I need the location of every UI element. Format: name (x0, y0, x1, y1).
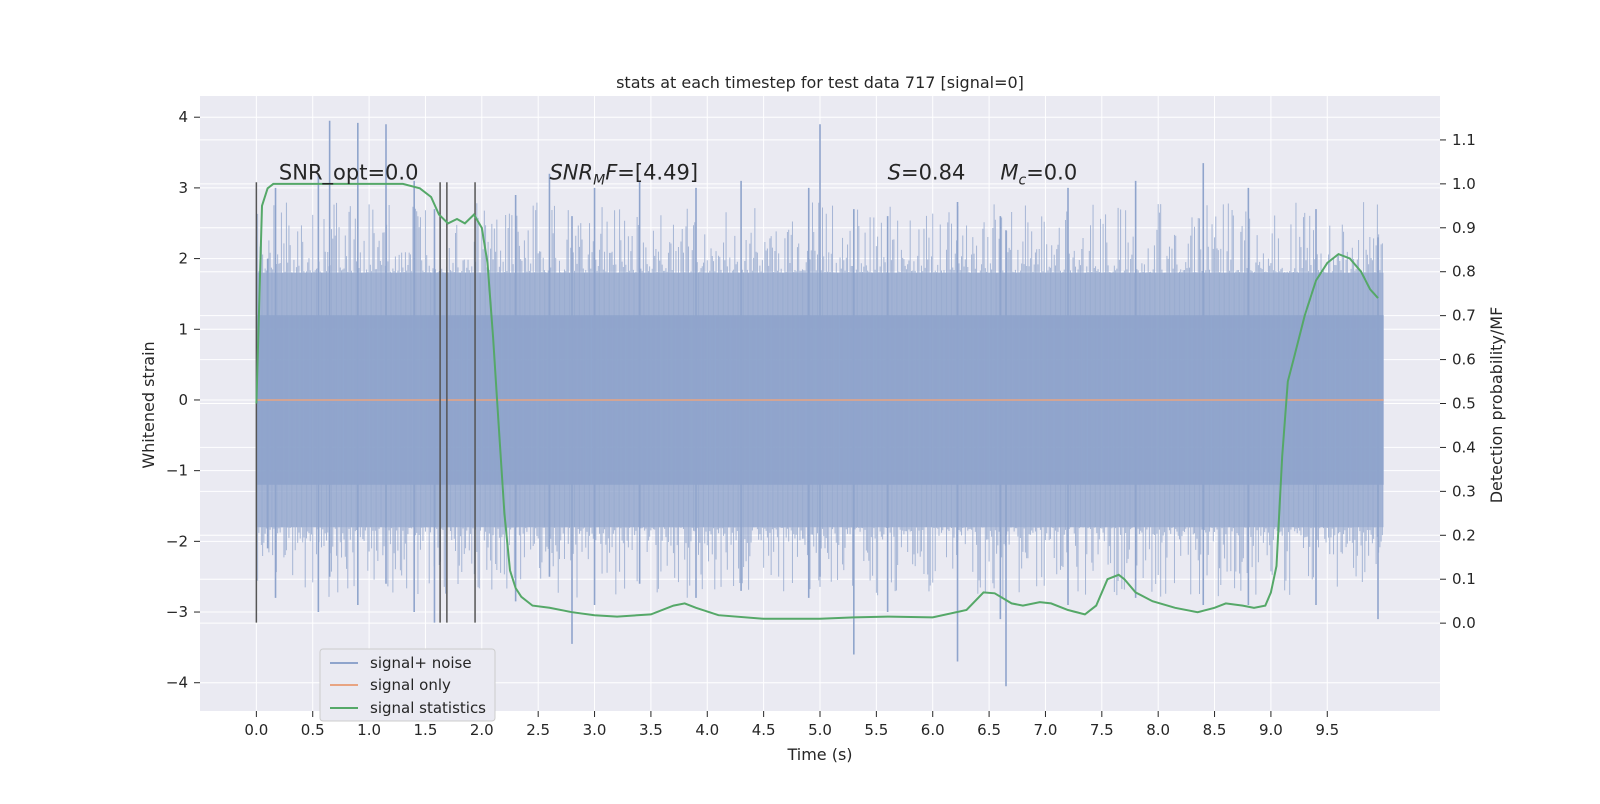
annotation-snr-opt: SNR_opt=0.0 (279, 160, 419, 185)
y-tick-label: −3 (166, 603, 188, 621)
y2-tick-label: 0.0 (1452, 614, 1476, 632)
x-tick-label: 6.5 (977, 721, 1001, 739)
y-tick-label: 3 (178, 179, 188, 197)
annotation-snr-mf: SNRMF=[4.49] (549, 160, 698, 188)
x-tick-label: 8.0 (1146, 721, 1170, 739)
y2-tick-label: 0.1 (1452, 570, 1476, 588)
y-tick-label: 1 (178, 320, 188, 338)
x-tick-label: 7.5 (1090, 721, 1114, 739)
x-tick-label: 4.0 (695, 721, 719, 739)
y2-tick-label: 0.8 (1452, 263, 1476, 281)
x-tick-label: 2.0 (470, 721, 494, 739)
y-tick-label: 4 (178, 108, 188, 126)
x-tick-label: 9.5 (1315, 721, 1339, 739)
y2-tick-label: 0.2 (1452, 526, 1476, 544)
y2-tick-label: 1.0 (1452, 175, 1476, 193)
y-axis-label: Whitened strain (139, 341, 158, 468)
x-tick-label: 8.5 (1203, 721, 1227, 739)
legend-label-stat: signal statistics (370, 699, 486, 717)
y2-tick-label: 0.7 (1452, 307, 1476, 325)
y2-axis-label: Detection probability/MF (1487, 307, 1506, 504)
y-tick-label: −1 (166, 462, 188, 480)
y2-tick-label: 0.9 (1452, 219, 1476, 237)
y2-tick-label: 0.6 (1452, 351, 1476, 369)
annotations: SNR_opt=0.0 SNRMF=[4.49] S=0.84 Mc=0.0 (279, 160, 1077, 188)
y2-tick-label: 0.5 (1452, 395, 1476, 413)
signal-statistics-line (255, 182, 1379, 620)
x-axis-label: Time (s) (786, 745, 852, 764)
x-tick-label: 9.0 (1259, 721, 1283, 739)
y-axis-ticks: 4 3 2 1 0 −1 −2 −3 −4 (166, 108, 200, 692)
x-tick-label: 2.5 (526, 721, 550, 739)
x-axis-ticks: 0.0 0.5 1.0 1.5 2.0 2.5 3.0 3.5 4.0 4.5 5.0 5.5 6.0 6… (244, 711, 1339, 739)
chart-title: stats at each timestep for test data 717… (616, 73, 1024, 92)
y-tick-label: −2 (166, 532, 188, 550)
x-tick-label: 0.0 (244, 721, 268, 739)
annotation-s-value: S=0.84 (888, 160, 966, 184)
x-tick-label: 3.5 (639, 721, 663, 739)
annotation-mc-value: Mc=0.0 (1000, 160, 1077, 188)
x-tick-label: 7.0 (1034, 721, 1058, 739)
y-tick-label: −4 (166, 674, 188, 692)
x-tick-label: 6.0 (921, 721, 945, 739)
x-tick-label: 4.5 (752, 721, 776, 739)
x-tick-label: 5.0 (808, 721, 832, 739)
legend-label-signal: signal only (370, 676, 451, 694)
legend-label-noise: signal+ noise (370, 654, 472, 672)
x-tick-label: 5.5 (864, 721, 888, 739)
x-tick-label: 1.5 (414, 721, 438, 739)
x-tick-label: 3.0 (583, 721, 607, 739)
y2-axis-ticks: 1.1 1.0 0.9 0.8 0.7 0.6 0.5 0.4 0.3 0.2 0.1 0.0 (1440, 131, 1476, 632)
y2-tick-label: 1.1 (1452, 131, 1476, 149)
x-tick-label: 1.0 (357, 721, 381, 739)
signal-statistics-series (255, 182, 1379, 620)
legend: signal+ noise signal only signal statist… (319, 648, 496, 722)
x-tick-label: 0.5 (301, 721, 325, 739)
y2-tick-label: 0.3 (1452, 482, 1476, 500)
y-tick-label: 2 (178, 250, 188, 268)
y-tick-label: 0 (178, 391, 188, 409)
y2-tick-label: 0.4 (1452, 438, 1476, 456)
legend-box (319, 648, 496, 722)
